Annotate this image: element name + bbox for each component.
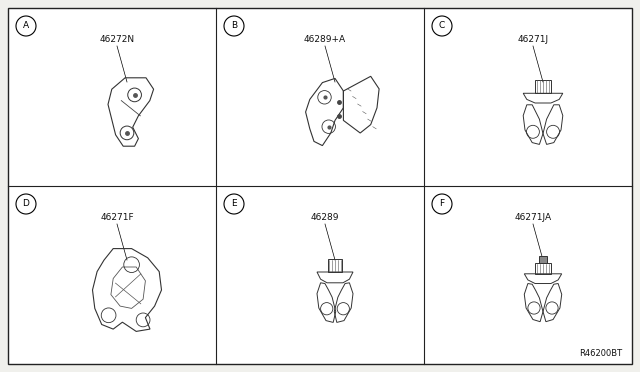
Text: 46271J: 46271J	[517, 35, 548, 44]
Text: D: D	[22, 199, 29, 208]
Text: E: E	[231, 199, 237, 208]
Text: 46271JA: 46271JA	[515, 213, 552, 222]
Bar	[539, 256, 547, 263]
Bar	[328, 259, 342, 272]
Text: R46200BT: R46200BT	[579, 349, 622, 358]
Circle shape	[432, 16, 452, 36]
Text: C: C	[439, 22, 445, 31]
Bar	[535, 80, 551, 93]
Circle shape	[432, 194, 452, 214]
Text: A: A	[23, 22, 29, 31]
Text: 46272N: 46272N	[99, 35, 134, 44]
Text: 46271F: 46271F	[100, 213, 134, 222]
Text: F: F	[440, 199, 445, 208]
Circle shape	[16, 194, 36, 214]
Circle shape	[16, 16, 36, 36]
Circle shape	[224, 194, 244, 214]
Bar	[535, 263, 551, 274]
Circle shape	[224, 16, 244, 36]
Text: B: B	[231, 22, 237, 31]
Text: 46289+A: 46289+A	[304, 35, 346, 44]
Text: 46289: 46289	[311, 213, 339, 222]
